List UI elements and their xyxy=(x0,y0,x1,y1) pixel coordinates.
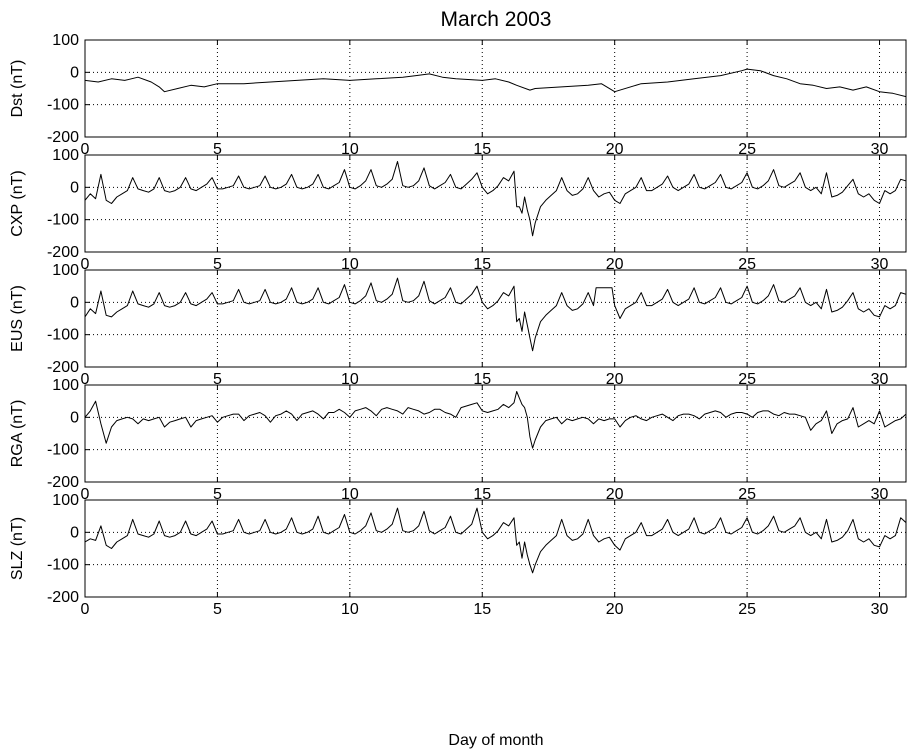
x-tick-label: 20 xyxy=(606,371,624,388)
y-tick-label: 0 xyxy=(70,409,79,426)
y-axis-label: SLZ (nT) xyxy=(9,517,26,580)
panel-4: 0 5 10 15 20 25 30 100 0 -100 -200 SLZ (nT) xyxy=(9,492,907,618)
y-axis-label: EUS (nT) xyxy=(9,285,26,352)
x-tick-label: 25 xyxy=(738,371,756,388)
plot-area xyxy=(85,155,906,252)
x-tick-label: 25 xyxy=(738,141,756,158)
plot-frame xyxy=(84,269,907,368)
y-tick-label: 100 xyxy=(52,32,79,49)
x-tick-label: 0 xyxy=(81,141,90,158)
plot-frame xyxy=(84,154,907,253)
y-tick-label: -200 xyxy=(47,244,79,261)
y-tick-label: 0 xyxy=(70,64,79,81)
y-tick-label: 100 xyxy=(52,492,79,509)
x-tick-label: 5 xyxy=(213,141,222,158)
y-tick-label: -200 xyxy=(47,359,79,376)
y-tick-label: 0 xyxy=(70,179,79,196)
x-tick-label: 25 xyxy=(738,256,756,273)
plot-area xyxy=(85,270,906,367)
x-tick-label: 5 xyxy=(213,601,222,618)
y-tick-label: -100 xyxy=(47,97,79,114)
y-tick-label: -200 xyxy=(47,129,79,146)
y-axis-label: RGA (nT) xyxy=(9,400,26,468)
x-tick-label: 15 xyxy=(473,256,491,273)
x-tick-label: 30 xyxy=(871,141,889,158)
series-line-2-0 xyxy=(85,277,906,352)
x-tick-label: 15 xyxy=(473,141,491,158)
x-tick-label: 30 xyxy=(871,486,889,503)
x-tick-label: 15 xyxy=(473,601,491,618)
plot-frame xyxy=(84,39,907,138)
y-tick-label: 100 xyxy=(52,147,79,164)
y-tick-label: -100 xyxy=(47,442,79,459)
x-tick-label: 15 xyxy=(473,371,491,388)
panel-2: 0 5 10 15 20 25 30 100 0 -100 -200 EUS (nT) xyxy=(9,262,907,388)
panel-0: 0 5 10 15 20 25 30 100 0 -100 -200 Dst (nT) xyxy=(9,32,907,158)
x-tick-label: 0 xyxy=(81,256,90,273)
y-axis-label: CXP (nT) xyxy=(9,170,26,236)
x-tick-label: 10 xyxy=(341,486,359,503)
series-line-0-0 xyxy=(85,68,906,98)
y-tick-label: 100 xyxy=(52,377,79,394)
y-axis-label: Dst (nT) xyxy=(9,60,26,118)
x-tick-label: 10 xyxy=(341,256,359,273)
y-tick-label: -100 xyxy=(47,327,79,344)
series-line-4-0 xyxy=(85,507,906,574)
y-tick-label: 0 xyxy=(70,524,79,541)
y-tick-label: -100 xyxy=(47,212,79,229)
x-tick-label: 10 xyxy=(341,601,359,618)
x-tick-label: 10 xyxy=(341,371,359,388)
panel-1: 0 5 10 15 20 25 30 100 0 -100 -200 CXP (nT) xyxy=(9,147,907,273)
x-tick-label: 25 xyxy=(738,601,756,618)
x-axis-label: Day of month xyxy=(448,732,543,749)
x-tick-label: 30 xyxy=(871,256,889,273)
plot-area xyxy=(85,40,906,137)
x-tick-label: 20 xyxy=(606,486,624,503)
y-tick-label: -200 xyxy=(47,589,79,606)
series-line-3-0 xyxy=(85,391,906,449)
y-tick-label: 100 xyxy=(52,262,79,279)
x-tick-label: 20 xyxy=(606,256,624,273)
x-tick-label: 20 xyxy=(606,141,624,158)
plot-frame xyxy=(84,384,907,483)
x-tick-label: 0 xyxy=(81,601,90,618)
x-tick-label: 0 xyxy=(81,486,90,503)
y-tick-label: -100 xyxy=(47,557,79,574)
x-tick-label: 30 xyxy=(871,371,889,388)
plot-area xyxy=(85,385,906,482)
series-line-1-0 xyxy=(85,161,906,237)
x-tick-label: 5 xyxy=(213,256,222,273)
panel-3: 0 5 10 15 20 25 30 100 0 -100 -200 RGA (nT) xyxy=(9,377,907,503)
x-tick-label: 10 xyxy=(341,141,359,158)
y-tick-label: 0 xyxy=(70,294,79,311)
x-tick-label: 25 xyxy=(738,486,756,503)
x-tick-label: 5 xyxy=(213,486,222,503)
plot-frame xyxy=(84,499,907,598)
x-tick-label: 0 xyxy=(81,371,90,388)
x-tick-label: 5 xyxy=(213,371,222,388)
x-tick-label: 15 xyxy=(473,486,491,503)
y-tick-label: -200 xyxy=(47,474,79,491)
x-tick-label: 20 xyxy=(606,601,624,618)
chart-title: March 2003 xyxy=(441,8,552,31)
x-tick-label: 30 xyxy=(871,601,889,618)
plot-area xyxy=(85,500,906,597)
